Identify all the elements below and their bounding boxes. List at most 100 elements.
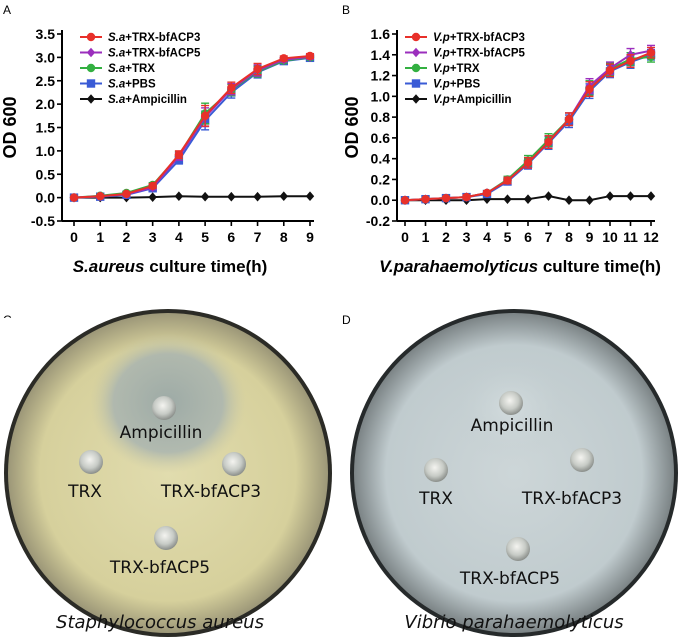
plate-d-label-ampicillin: Ampicillin bbox=[471, 416, 554, 436]
chart-a: -0.5 0.0 0.5 1.0 1.5 2.0 2.5 3.0 3.5 0 1 2 3 4 5 6 7 8 9 OD… bbox=[0, 26, 315, 276]
chart-a-data-point bbox=[69, 193, 79, 202]
chart-a-ytick-label: 3.0 bbox=[36, 49, 56, 65]
chart-b-data-point bbox=[585, 195, 594, 206]
chart-a-legend-label-organism: S.a bbox=[108, 63, 126, 75]
panel-letter-a: A bbox=[3, 3, 12, 17]
chart-a-legend-label-organism: S.a bbox=[108, 94, 126, 106]
plate-d-well-ampicillin bbox=[499, 391, 523, 415]
chart-b-legend-label-organism: V.p bbox=[433, 79, 450, 91]
chart-a-xtick-label: 3 bbox=[149, 229, 157, 245]
chart-b-legend-marker bbox=[411, 63, 421, 73]
chart-a-legend-marker bbox=[86, 63, 96, 73]
chart-a-data-point bbox=[253, 191, 262, 202]
plate-c: Ampicillin TRX TRX-bfACP3 TRX-bfACP5 Sta… bbox=[0, 309, 340, 637]
chart-b-xtick-label: 3 bbox=[463, 229, 471, 245]
chart-a-legend-marker bbox=[86, 32, 96, 42]
chart-a-series-2 bbox=[69, 53, 315, 202]
chart-b-data-point bbox=[482, 194, 492, 204]
chart-b-xtick-label: 1 bbox=[422, 229, 430, 245]
chart-a-data-point bbox=[200, 191, 210, 202]
chart-b-xtick-label: 8 bbox=[565, 229, 573, 245]
chart-a-legend-marker bbox=[86, 79, 96, 88]
chart-a-xtick-label: 8 bbox=[280, 229, 288, 245]
chart-a-legend-label: S.a+Ampicillin bbox=[108, 94, 187, 106]
chart-b-ytick-label: 1.6 bbox=[371, 26, 391, 42]
chart-a-series-1 bbox=[69, 52, 315, 203]
chart-b-data-point bbox=[544, 191, 553, 201]
plate-d: Ampicillin TRX TRX-bfACP3 TRX-bfACP5 Vib… bbox=[350, 309, 678, 637]
chart-a-xtick-label: 5 bbox=[201, 229, 209, 245]
chart-b-legend-label-treatment: +TRX bbox=[450, 63, 480, 75]
chart-b-data-point bbox=[421, 194, 430, 204]
chart-a-data-point bbox=[148, 181, 157, 191]
chart-b-data-point bbox=[605, 191, 615, 201]
chart-b-data-point bbox=[646, 48, 656, 57]
chart-a-data-point bbox=[305, 51, 315, 61]
chart-b-data-point bbox=[605, 66, 615, 75]
plate-d-label-trx-bfacp3: TRX-bfACP3 bbox=[521, 489, 622, 509]
chart-b-legend-marker bbox=[411, 32, 421, 42]
chart-b-xtick-label: 11 bbox=[623, 229, 638, 245]
chart-a-data-point bbox=[174, 191, 184, 202]
chart-a-xtick-label: 1 bbox=[96, 229, 104, 245]
chart-b-xtick-label: 7 bbox=[545, 229, 553, 245]
plate-c-well-trx bbox=[79, 450, 103, 474]
chart-a-xtick-label: 0 bbox=[70, 229, 78, 245]
chart-b-xtick-label: 9 bbox=[586, 229, 594, 245]
chart-b-legend-marker bbox=[411, 47, 421, 58]
chart-b-data-point bbox=[646, 191, 656, 201]
panel-letter-b: B bbox=[342, 3, 351, 17]
chart-b-legend-label: V.p+TRX-bfACP3 bbox=[433, 32, 525, 44]
chart-a-legend-label: S.a+TRX-bfACP3 bbox=[108, 32, 200, 44]
chart-b-legend-marker bbox=[411, 94, 421, 104]
chart-a-data-point bbox=[227, 191, 236, 202]
chart-b-x-axis-title-organism: V.parahaemolyticus bbox=[379, 257, 538, 276]
chart-b-data-point bbox=[523, 194, 533, 204]
chart-a-ytick-label: 2.5 bbox=[36, 73, 56, 89]
chart-b-legend-label-treatment: +TRX-bfACP3 bbox=[450, 32, 525, 44]
chart-a-ytick-label: 2.0 bbox=[36, 96, 56, 112]
chart-a-legend-label: S.a+PBS bbox=[108, 79, 156, 91]
chart-a-legend-label-treatment: +Ampicillin bbox=[125, 94, 187, 106]
chart-a-data-point bbox=[279, 54, 288, 63]
chart-b-legend-label-organism: V.p bbox=[433, 63, 450, 75]
chart-b-legend-label-organism: V.p bbox=[433, 32, 450, 44]
chart-a-data-point bbox=[253, 64, 262, 74]
chart-b-xtick-label: 12 bbox=[643, 229, 659, 245]
chart-a-ytick-label: 0.0 bbox=[36, 190, 56, 206]
plate-d-well-trx-bfacp3 bbox=[570, 448, 594, 472]
chart-a-ytick-label: 0.5 bbox=[36, 166, 56, 182]
chart-a-legend-label-treatment: +PBS bbox=[125, 79, 156, 91]
chart-b-data-point bbox=[462, 192, 471, 202]
plate-c-well-trx-bfacp3 bbox=[222, 452, 246, 476]
chart-a-legend-label: S.a+TRX bbox=[108, 63, 155, 75]
chart-a-data-point bbox=[279, 191, 288, 202]
chart-b-ytick-label: 1.4 bbox=[371, 47, 391, 63]
chart-a-data-point bbox=[96, 192, 105, 201]
chart-b-legend-label: V.p+TRX bbox=[433, 63, 480, 75]
plate-d-label-trx-bfacp5: TRX-bfACP5 bbox=[459, 569, 560, 589]
chart-b-ytick-label: 0.4 bbox=[371, 151, 391, 167]
chart-b-ytick-label: 0.2 bbox=[371, 171, 391, 187]
chart-a-xtick-label: 4 bbox=[175, 229, 183, 245]
plate-c-label-trx-bfacp5: TRX-bfACP5 bbox=[109, 558, 210, 578]
chart-b-data-point bbox=[441, 193, 451, 203]
chart-a-data-point bbox=[227, 83, 236, 92]
chart-a-legend-label: S.a+TRX-bfACP5 bbox=[108, 48, 201, 60]
plate-d-caption: Vibrio parahaemolyticus bbox=[404, 612, 623, 633]
chart-b-data-point bbox=[503, 176, 512, 185]
chart-a-legend-label-treatment: +TRX bbox=[125, 63, 155, 75]
chart-a-xtick-label: 9 bbox=[306, 229, 314, 245]
chart-b-ytick-label: 0.8 bbox=[371, 109, 391, 125]
plate-d-label-trx: TRX bbox=[418, 489, 453, 509]
plate-d-agar bbox=[354, 313, 674, 633]
chart-a-series-line bbox=[73, 54, 311, 199]
chart-b-data-point bbox=[626, 56, 635, 66]
chart-a-xtick-label: 2 bbox=[123, 229, 131, 245]
chart-b-legend-label-treatment: +PBS bbox=[450, 79, 481, 91]
plate-d-well-trx bbox=[424, 458, 448, 482]
chart-b-data-point bbox=[400, 196, 410, 205]
chart-b-data-point bbox=[626, 191, 635, 201]
chart-a-legend-label-organism: S.a bbox=[108, 79, 126, 91]
